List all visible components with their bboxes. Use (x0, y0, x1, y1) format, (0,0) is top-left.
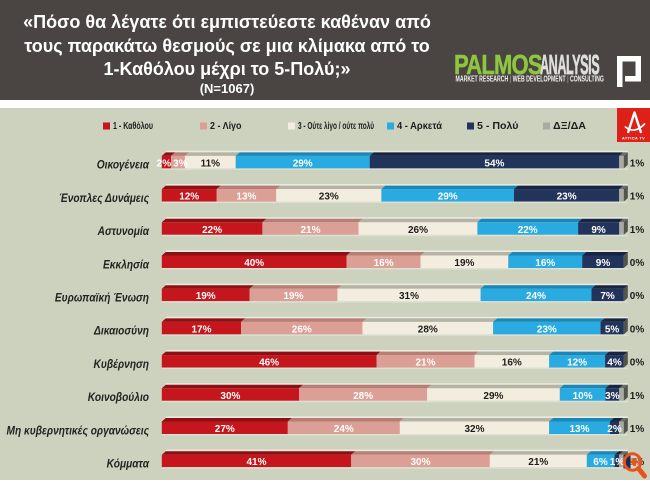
svg-text:16%: 16% (502, 358, 522, 369)
svg-text:Κοινοβούλιο: Κοινοβούλιο (88, 391, 149, 404)
svg-text:19%: 19% (283, 291, 303, 302)
svg-text:Κυβέρνηση: Κυβέρνηση (94, 358, 150, 371)
svg-text:0%: 0% (630, 291, 645, 302)
svg-text:21%: 21% (300, 225, 320, 236)
svg-text:26%: 26% (408, 225, 428, 236)
svg-text:1%: 1% (630, 158, 645, 169)
svg-text:Δικαιοσύνη: Δικαιοσύνη (93, 325, 149, 338)
svg-text:13%: 13% (236, 192, 256, 203)
svg-text:27%: 27% (215, 424, 235, 435)
svg-text:24%: 24% (526, 291, 546, 302)
svg-text:23%: 23% (319, 192, 339, 203)
svg-text:1-Καθόλου μέχρι το 5-Πολύ;»: 1-Καθόλου μέχρι το 5-Πολύ;» (103, 59, 350, 79)
svg-text:23%: 23% (557, 192, 577, 203)
svg-text:2%: 2% (607, 424, 622, 435)
svg-text:30%: 30% (220, 391, 240, 402)
svg-text:19%: 19% (454, 258, 474, 269)
svg-text:54%: 54% (484, 158, 504, 169)
svg-text:21%: 21% (415, 358, 435, 369)
svg-text:22%: 22% (518, 225, 538, 236)
svg-text:Μη κυβερνητικές οργανώσεις: Μη κυβερνητικές οργανώσεις (7, 424, 149, 437)
svg-text:1%: 1% (630, 225, 645, 236)
svg-text:28%: 28% (353, 391, 373, 402)
svg-text:9%: 9% (591, 225, 606, 236)
svg-text:29%: 29% (438, 192, 458, 203)
svg-text:ATTICA TV: ATTICA TV (622, 136, 645, 141)
svg-text:32%: 32% (464, 424, 484, 435)
svg-text:1 - Καθόλου: 1 - Καθόλου (113, 121, 153, 132)
svg-text:29%: 29% (483, 391, 503, 402)
svg-text:9%: 9% (596, 258, 611, 269)
svg-text:MARKET RESEARCH | WEB DEVELOPM: MARKET RESEARCH | WEB DEVELOPMENT | CONS… (456, 76, 604, 84)
svg-text:22%: 22% (202, 225, 222, 236)
svg-text:17%: 17% (191, 324, 211, 335)
svg-text:ANALYSIS: ANALYSIS (540, 48, 599, 80)
svg-text:1%: 1% (630, 391, 645, 402)
svg-text:46%: 46% (259, 358, 279, 369)
svg-text:41%: 41% (246, 457, 266, 468)
svg-text:0%: 0% (630, 358, 645, 369)
svg-text:13%: 13% (569, 424, 589, 435)
svg-text:0%: 0% (630, 258, 645, 269)
svg-text:16%: 16% (535, 258, 555, 269)
svg-text:11%: 11% (201, 158, 221, 169)
svg-text:10%: 10% (573, 391, 593, 402)
svg-text:2 - Λίγο: 2 - Λίγο (210, 121, 242, 132)
svg-text:3%: 3% (173, 158, 188, 169)
svg-text:1%: 1% (630, 424, 645, 435)
svg-text:3 - Ούτε λίγο / ούτε πολύ: 3 - Ούτε λίγο / ούτε πολύ (298, 121, 374, 132)
svg-text:6%: 6% (593, 457, 608, 468)
svg-text:4 - Αρκετά: 4 - Αρκετά (397, 121, 443, 132)
svg-text:5%: 5% (605, 324, 620, 335)
svg-text:12%: 12% (567, 358, 587, 369)
svg-text:1%: 1% (630, 192, 645, 203)
svg-text:23%: 23% (537, 324, 557, 335)
svg-text:26%: 26% (292, 324, 312, 335)
svg-text:3%: 3% (605, 391, 620, 402)
svg-text:31%: 31% (399, 291, 419, 302)
svg-text:«Πόσο θα λέγατε ότι εμπιστεύεσ: «Πόσο θα λέγατε ότι εμπιστεύεστε καθέναν… (23, 12, 431, 32)
svg-text:30%: 30% (410, 457, 430, 468)
svg-text:29%: 29% (293, 158, 313, 169)
svg-text:4%: 4% (607, 358, 622, 369)
svg-text:Κόμματα: Κόμματα (107, 458, 150, 471)
svg-text:ΔΞ/ΔΑ: ΔΞ/ΔΑ (553, 121, 586, 132)
svg-text:PALMOS: PALMOS (454, 50, 542, 81)
svg-text:Εκκλησία: Εκκλησία (103, 258, 150, 271)
svg-text:(N=1067): (N=1067) (200, 81, 255, 96)
svg-text:16%: 16% (374, 258, 394, 269)
svg-text:τους παρακάτω θεσμούς σε μια κ: τους παρακάτω θεσμούς σε μια κλίμακα από… (24, 36, 430, 56)
svg-text:Οικογένεια: Οικογένεια (97, 159, 150, 172)
svg-text:Ένοπλες Δυνάμεις: Ένοπλες Δυνάμεις (59, 192, 149, 205)
svg-text:40%: 40% (244, 258, 264, 269)
svg-text:24%: 24% (334, 424, 354, 435)
svg-text:21%: 21% (528, 457, 548, 468)
svg-text:19%: 19% (196, 291, 216, 302)
svg-text:2%: 2% (157, 158, 172, 169)
svg-text:Ευρωπαϊκή Ένωση: Ευρωπαϊκή Ένωση (55, 292, 149, 305)
svg-text:5 - Πολύ: 5 - Πολύ (477, 121, 519, 132)
svg-text:Αστυνομία: Αστυνομία (97, 225, 150, 238)
svg-text:1%: 1% (610, 457, 625, 468)
svg-text:0%: 0% (630, 324, 645, 335)
svg-text:28%: 28% (418, 324, 438, 335)
svg-text:12%: 12% (179, 192, 199, 203)
svg-text:7%: 7% (600, 291, 615, 302)
